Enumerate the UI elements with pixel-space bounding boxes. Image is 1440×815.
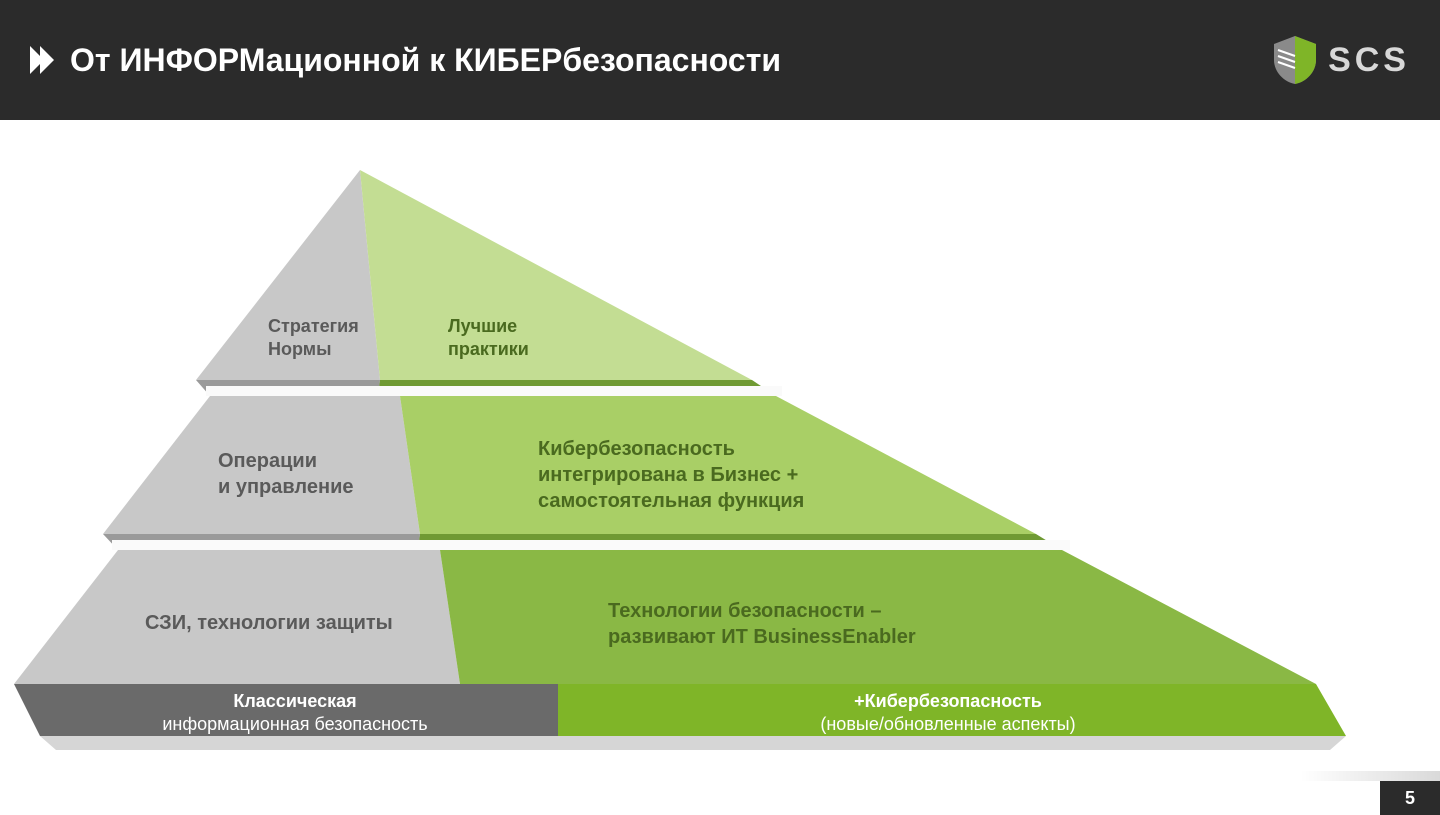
- chevron-icon: [30, 46, 50, 74]
- slide-title: От ИНФОРМационной к КИБЕРбезопасности: [70, 42, 1272, 79]
- page-corner-shadow: [1300, 771, 1440, 781]
- logo: SCS: [1272, 34, 1410, 86]
- shield-icon: [1272, 34, 1318, 86]
- level-0-green-label: Лучшиепрактики: [448, 315, 529, 362]
- footer-right-label: +Кибербезопасность(новые/обновленные асп…: [558, 690, 1338, 735]
- logo-text: SCS: [1328, 41, 1410, 80]
- level-1-gray-label: Операциии управление: [218, 448, 354, 500]
- footer-shadow: [40, 736, 1346, 750]
- page-number: 5: [1380, 781, 1440, 815]
- level-2-green-label: Технологии безопасности –развивают ИТ Bu…: [608, 598, 916, 650]
- pyramid-diagram: СтратегияНормы Лучшиепрактики Операциии уп…: [0, 160, 1440, 760]
- level-0-green: [360, 170, 752, 380]
- level-1-green-label: Кибербезопасностьинтегрирована в Бизнес …: [538, 436, 804, 514]
- level-2-gray-label: СЗИ, технологии защиты: [145, 610, 393, 636]
- footer-left-label: Классическаяинформационная безопасность: [40, 690, 550, 735]
- level-0-gray-label: СтратегияНормы: [268, 315, 359, 362]
- slide-header: От ИНФОРМационной к КИБЕРбезопасности SC…: [0, 0, 1440, 120]
